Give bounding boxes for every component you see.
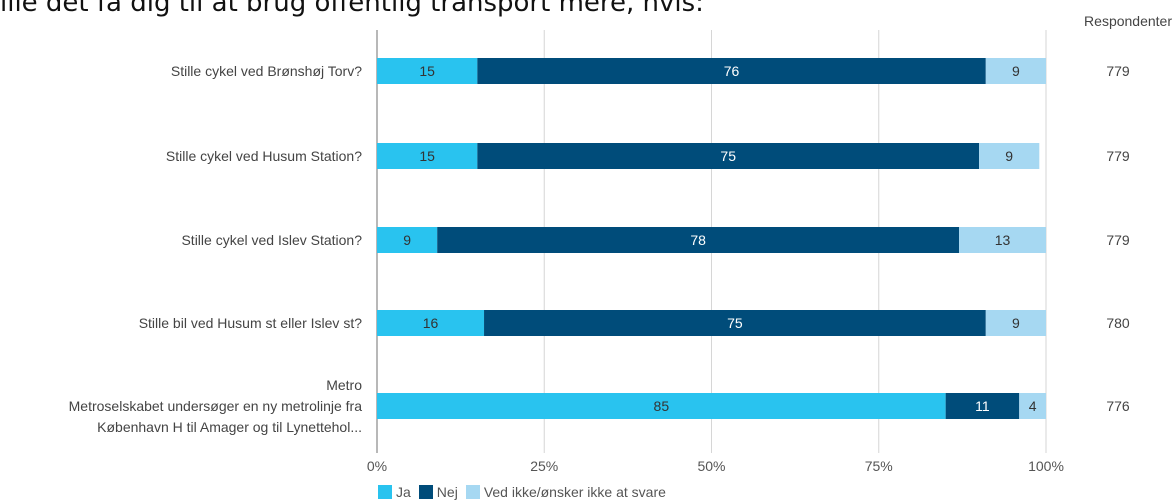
legend-label: Nej <box>437 484 458 500</box>
category-label: Stille cykel ved Husum Station? <box>166 148 362 164</box>
category-label: Stille bil ved Husum st eller Islev st? <box>139 315 363 331</box>
x-tick-label: 0% <box>367 458 387 474</box>
category-label-line: København H til Amager og til Lynettehol… <box>97 419 362 435</box>
category-label-line: Stille cykel ved Islev Station? <box>181 232 362 248</box>
x-tick-label: 100% <box>1028 458 1064 474</box>
data-label: 9 <box>1005 148 1013 164</box>
data-label: 9 <box>1012 315 1020 331</box>
respondent-count: 779 <box>1106 63 1130 79</box>
x-tick-label: 25% <box>530 458 558 474</box>
data-label: 9 <box>403 232 411 248</box>
data-label: 75 <box>720 148 736 164</box>
respondent-count: 779 <box>1106 148 1130 164</box>
data-label: 13 <box>995 232 1011 248</box>
respondent-count: 779 <box>1106 232 1130 248</box>
respondent-count: 780 <box>1106 315 1130 331</box>
legend-swatch <box>378 485 392 499</box>
data-label: 16 <box>423 315 439 331</box>
data-label: 85 <box>654 398 670 414</box>
data-label: 76 <box>724 63 740 79</box>
legend-label: Ja <box>396 484 411 500</box>
category-label: Stille cykel ved Brønshøj Torv? <box>171 63 362 79</box>
x-tick-label: 50% <box>697 458 725 474</box>
category-label: Metro Metroselskabet undersøger en ny met… <box>69 377 363 435</box>
category-label-line: Stille cykel ved Husum Station? <box>166 148 362 164</box>
data-label: 9 <box>1012 63 1020 79</box>
x-tick-label: 75% <box>865 458 893 474</box>
legend-item: Ved ikke/ønsker ikke at svare <box>466 484 666 500</box>
legend-swatch <box>419 485 433 499</box>
category-label-line: Metroselskabet undersøger en ny metrolin… <box>69 398 363 414</box>
legend-label: Ved ikke/ønsker ikke at svare <box>484 484 666 500</box>
data-label: 78 <box>690 232 706 248</box>
data-label: 75 <box>727 315 743 331</box>
category-label-line: Metro <box>326 377 362 393</box>
data-label: 15 <box>419 148 435 164</box>
legend-item: Ja <box>378 484 411 500</box>
category-label-line: Stille bil ved Husum st eller Islev st? <box>139 315 363 331</box>
category-label: Stille cykel ved Islev Station? <box>181 232 362 248</box>
legend: Ja Nej Ved ikke/ønsker ikke at svare <box>378 484 674 500</box>
legend-swatch <box>466 485 480 499</box>
data-label: 11 <box>975 398 990 414</box>
category-label-line: Stille cykel ved Brønshøj Torv? <box>171 63 362 79</box>
data-label: 4 <box>1029 398 1037 414</box>
legend-item: Nej <box>419 484 458 500</box>
respondent-count: 776 <box>1106 398 1130 414</box>
data-label: 15 <box>419 63 435 79</box>
